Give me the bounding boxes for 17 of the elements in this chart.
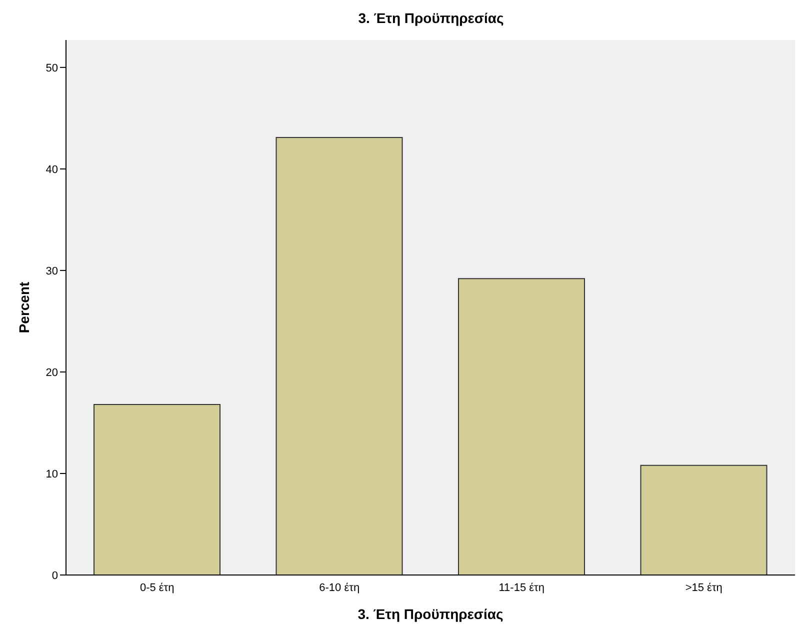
y-tick-label: 50 <box>46 62 58 74</box>
y-tick-label: 30 <box>46 265 58 278</box>
x-tick-label: 0-5 έτη <box>140 582 174 594</box>
x-axis-title: 3. Έτη Προϋπηρεσίας <box>358 606 504 622</box>
bar <box>276 136 403 575</box>
x-tick-label: 11-15 έτη <box>498 582 544 594</box>
x-tick-label: >15 έτη <box>685 582 722 594</box>
y-tick-label: 40 <box>46 164 58 176</box>
bar <box>640 464 768 575</box>
y-tick-label: 10 <box>46 468 58 480</box>
bar <box>94 404 220 575</box>
chart-title: 3. Έτη Προϋπηρεσίας <box>357 10 505 26</box>
x-tick-label: 6-10 έτη <box>319 582 360 594</box>
y-tick-label: 0 <box>52 570 58 582</box>
y-tick-label: 20 <box>46 366 58 379</box>
y-axis-title: Percent <box>16 281 32 334</box>
bar <box>458 278 585 575</box>
